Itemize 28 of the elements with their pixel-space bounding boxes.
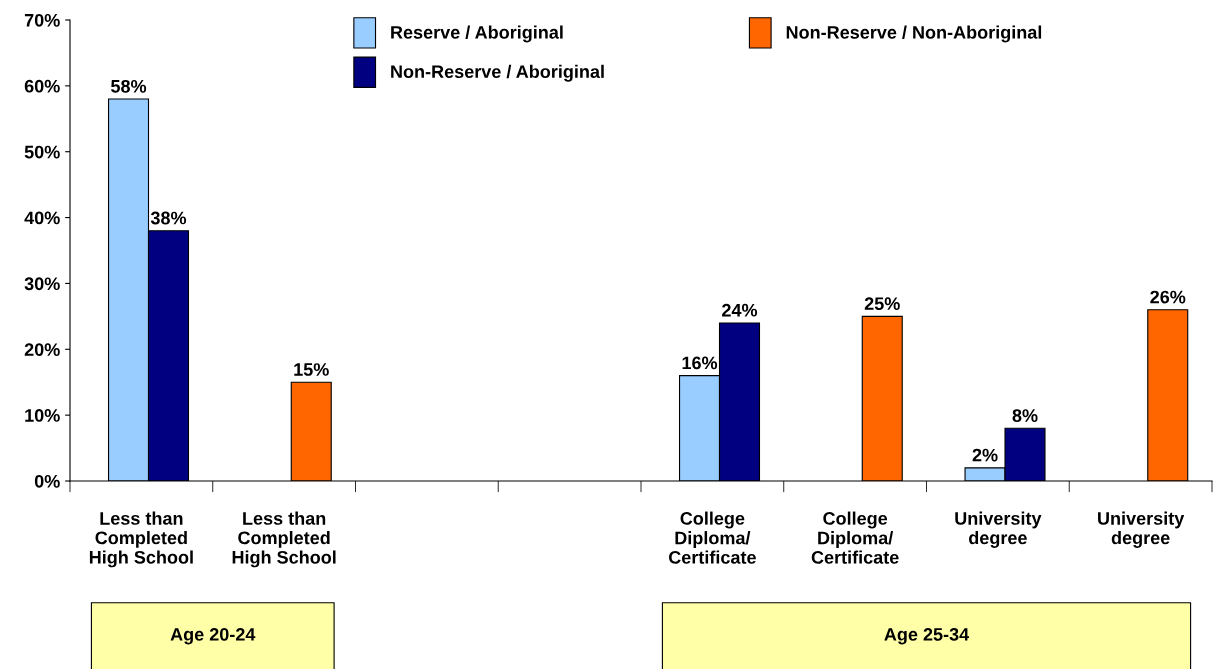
data-label: 58%: [111, 79, 147, 93]
x-tick-label: University degree: [955, 511, 1042, 548]
text: Age 20-24: [170, 627, 256, 645]
y-tick-label: 30%: [24, 277, 60, 291]
data-label: 25%: [864, 297, 900, 311]
data-label: 2%: [972, 448, 998, 462]
x-tick-label: Less than Completed High School: [232, 511, 336, 568]
x-tick-label: College Diploma/ Certificate: [668, 511, 756, 564]
y-tick-label: 40%: [24, 211, 60, 225]
y-tick-label: 60%: [24, 79, 60, 93]
y-tick-label: 10%: [25, 409, 60, 422]
data-label: 8%: [1012, 409, 1038, 422]
x-tick-label: University degree: [1098, 511, 1185, 548]
x-tick-label: Less than Completed High School: [89, 511, 193, 568]
y-tick-label: 50%: [24, 145, 60, 159]
data-label: 24%: [722, 303, 758, 317]
data-label: 16%: [682, 356, 718, 370]
x-tick-label: College Diploma/ Certificate: [811, 511, 899, 564]
text: Age 25-34: [884, 627, 970, 645]
y-tick-label: 20%: [24, 343, 60, 357]
legend-label: Non-Reserve / Non-Aboriginal: [786, 25, 1042, 43]
data-label: 38%: [150, 211, 187, 225]
y-tick-label: 70%: [24, 13, 60, 27]
data-label: 26%: [1150, 290, 1186, 304]
y-tick-label: 0%: [34, 474, 60, 488]
data-label: 15%: [294, 363, 329, 376]
legend-label: Reserve / Aboriginal: [391, 25, 563, 43]
legend-label: Non-Reserve / Aboriginal: [391, 64, 604, 82]
